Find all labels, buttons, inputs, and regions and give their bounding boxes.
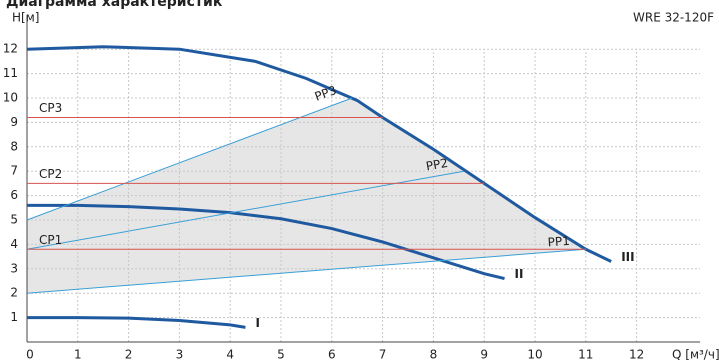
series-label: CP3	[39, 101, 62, 115]
chart-title: Диаграмма характеристик	[6, 0, 223, 10]
x-tick-label: 2	[125, 348, 133, 362]
series-label: CP2	[39, 167, 62, 181]
x-tick-label: 1	[74, 348, 82, 362]
y-tick-label: 8	[10, 139, 18, 153]
y-tick-label: 4	[10, 237, 18, 251]
series-label: PP3	[313, 83, 339, 104]
series-line	[26, 45, 612, 263]
y-tick-label: 12	[3, 42, 18, 56]
series-label: PP2	[425, 156, 449, 174]
x-tick-label: 7	[379, 348, 387, 362]
series-label: I	[255, 316, 259, 330]
y-axis-label: H[м]	[12, 11, 39, 25]
series-label: III	[621, 250, 634, 264]
series-label: CP1	[39, 233, 62, 247]
x-axis-label: Q [м³/ч]	[672, 348, 719, 362]
x-tick-label: 4	[226, 348, 234, 362]
x-tick-label: 12	[629, 348, 644, 362]
x-tick-label: 8	[430, 348, 438, 362]
y-tick-label: 11	[3, 66, 18, 80]
y-tick-label: 9	[10, 115, 18, 129]
chart-subtitle: WRE 32-120F	[633, 11, 714, 25]
y-tick-label: 1	[10, 310, 18, 324]
x-tick-label: 5	[277, 348, 285, 362]
y-tick-label: 6	[10, 188, 18, 202]
x-tick-label: 11	[578, 348, 593, 362]
series-line	[27, 203, 505, 281]
y-tick-label: 2	[10, 286, 18, 300]
series-label: II	[515, 267, 524, 281]
x-tick-label: 3	[176, 348, 184, 362]
operating-area	[27, 98, 586, 294]
y-tick-label: 7	[10, 164, 18, 178]
series-line	[26, 170, 464, 250]
series-line	[26, 97, 353, 221]
series-line	[27, 316, 246, 329]
series-label: PP1	[547, 234, 570, 250]
x-tick-label: 0	[26, 348, 34, 362]
x-tick-label: 6	[328, 348, 336, 362]
x-tick-label: 9	[480, 348, 488, 362]
y-tick-label: 3	[10, 261, 18, 275]
x-tick-label: 10	[527, 348, 542, 362]
y-tick-label: 5	[10, 213, 18, 227]
series-line	[26, 248, 586, 294]
y-tick-label: 10	[3, 91, 18, 105]
